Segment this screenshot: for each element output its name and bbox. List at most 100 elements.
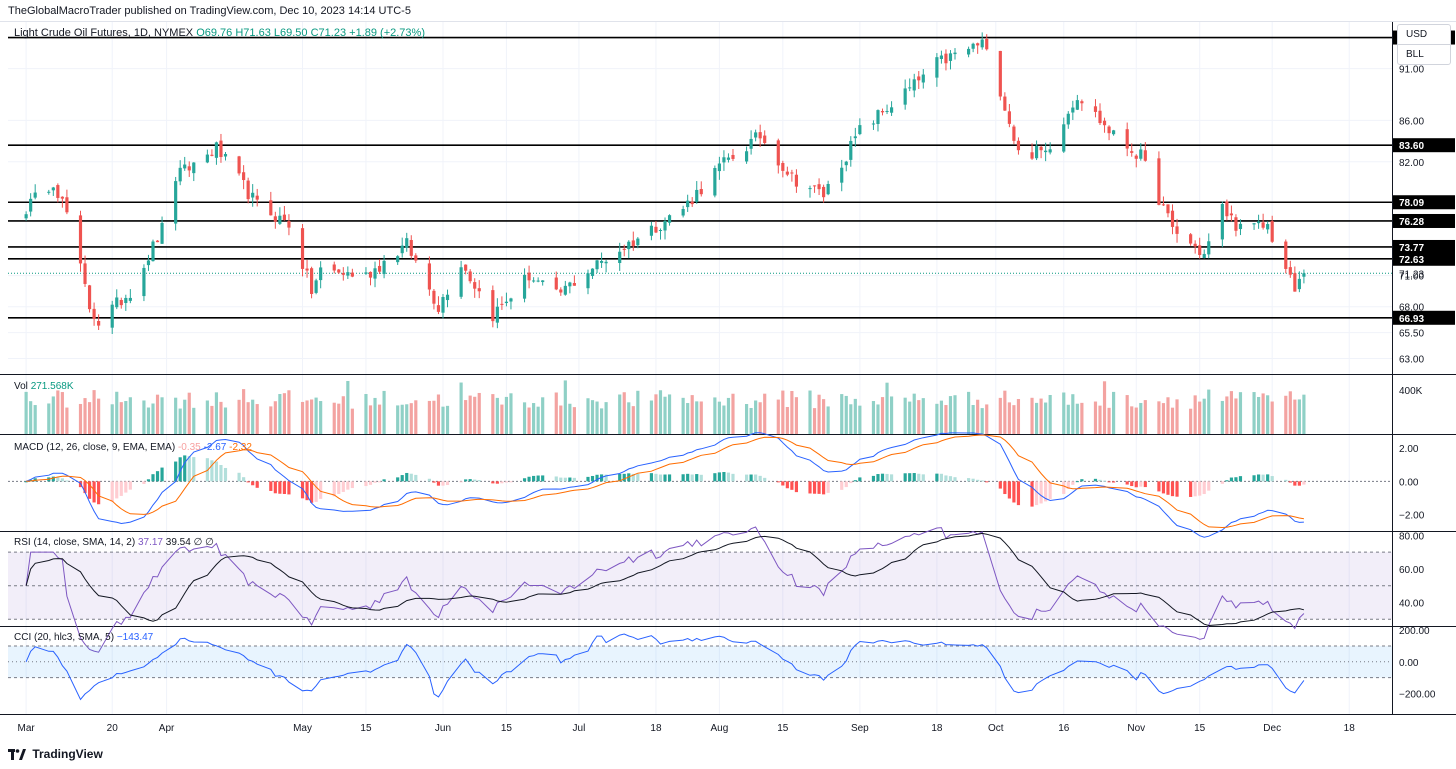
level-price-tag — [1393, 195, 1455, 210]
candle-body — [527, 272, 531, 281]
volume-bar — [667, 394, 672, 434]
candle-body — [151, 241, 155, 262]
candle-body — [436, 305, 441, 312]
currency-label[interactable]: USD — [1406, 29, 1428, 40]
candle-body — [282, 214, 286, 221]
volume-bar — [1225, 396, 1229, 434]
candle-body — [912, 79, 916, 91]
rsi-line — [25, 526, 1305, 653]
macd-histogram-bar — [998, 481, 1002, 489]
macd-histogram-bar — [178, 457, 182, 482]
price-tick-label: 86.00 — [1399, 116, 1424, 127]
volume-bar — [663, 396, 667, 434]
tradingview-brand[interactable]: TradingView — [8, 747, 103, 761]
unit-label[interactable]: BLL — [1398, 44, 1450, 64]
volume-bar — [636, 390, 640, 434]
level-price-tag — [1393, 239, 1455, 254]
volume-bar — [473, 396, 477, 434]
time-tick-label: Dec — [1263, 723, 1281, 734]
macd-histogram-bar — [790, 481, 794, 490]
candle-body — [119, 299, 123, 306]
rsi-params: RSI (14, close, SMA, 14, 2) — [14, 537, 136, 548]
macd-histogram-bar — [1238, 476, 1243, 482]
candle-body — [83, 263, 87, 284]
volume-bar — [1293, 399, 1297, 434]
candle-body — [432, 290, 436, 304]
volume-bar — [174, 397, 178, 434]
candle-body — [1238, 223, 1243, 230]
volume-bar — [985, 404, 989, 434]
macd-histogram-bar — [1220, 481, 1224, 484]
macd-histogram-bar — [853, 480, 857, 482]
volume-bar — [1012, 405, 1016, 434]
candle-body — [1107, 126, 1111, 134]
time-tick-label: 15 — [360, 723, 372, 734]
candle-body — [237, 156, 241, 174]
candle-body — [1012, 126, 1016, 141]
volume-bar — [1270, 401, 1274, 434]
candle-body — [790, 172, 794, 174]
macd-histogram-bar — [273, 481, 277, 494]
candle-body — [56, 185, 60, 198]
volume-bar — [885, 382, 889, 434]
candle-body — [24, 214, 28, 219]
candle-body — [1166, 204, 1170, 214]
volume-bar — [310, 399, 314, 434]
macd-histogram-bar — [51, 476, 55, 482]
candle-body — [944, 53, 948, 64]
candle-body — [1207, 241, 1211, 255]
close-value: C71.23 — [310, 27, 347, 39]
candle-body — [1225, 201, 1229, 217]
macd-histogram-bar — [586, 476, 590, 482]
macd-histogram-bar — [618, 474, 622, 482]
macd-histogram-bar — [527, 476, 531, 482]
candle-body — [1157, 158, 1161, 205]
macd-histogram-bar — [441, 481, 445, 486]
macd-histogram-bar — [87, 481, 92, 499]
macd-histogram-bar — [300, 481, 305, 499]
volume-bar — [554, 392, 558, 434]
volume-bar — [1284, 395, 1288, 434]
volume-bar — [658, 390, 663, 434]
time-tick-label: Apr — [159, 723, 175, 734]
candle-body — [731, 154, 735, 159]
candle-body — [1093, 106, 1098, 112]
macd-histogram-bar — [817, 481, 821, 494]
candle-body — [373, 268, 377, 279]
macd-histogram-bar — [1007, 481, 1011, 499]
cci-line — [25, 633, 1305, 701]
volume-bar — [1048, 394, 1052, 434]
candle-body — [713, 168, 717, 196]
rsi-legend: RSI (14, close, SMA, 14, 2) 37.17 39.54 … — [14, 537, 214, 548]
volume-bar — [541, 397, 545, 434]
candle-body — [948, 53, 953, 61]
macd-tick-label: 0.00 — [1399, 477, 1419, 488]
volume-bar — [976, 399, 980, 434]
candle-body — [749, 138, 753, 149]
macd-histogram-bar — [246, 481, 250, 483]
macd-histogram-bar — [935, 473, 939, 482]
macd-histogram-bar — [464, 479, 468, 482]
volume-bar — [1302, 394, 1306, 434]
volume-bar — [436, 394, 441, 434]
candle-body — [627, 241, 631, 250]
volume-bar — [817, 394, 821, 434]
macd-histogram-bar — [889, 474, 894, 482]
volume-bar — [97, 398, 101, 434]
volume-bar — [1102, 381, 1107, 434]
volume-bar — [142, 400, 146, 434]
candle-body — [1003, 96, 1007, 111]
volume-bar — [300, 401, 305, 434]
candle-body — [341, 272, 345, 275]
volume-bar — [1257, 396, 1261, 434]
candle-body — [1284, 241, 1288, 269]
candle-body — [65, 197, 69, 213]
currency-unit-box[interactable]: USD BLL — [1397, 24, 1451, 65]
candle-body — [1297, 278, 1301, 290]
cci-tick-label: 200.00 — [1399, 626, 1430, 637]
volume-bar — [1062, 392, 1066, 434]
candle-body — [1134, 155, 1138, 159]
macd-histogram-bar — [563, 477, 567, 482]
candle-body — [690, 201, 694, 205]
